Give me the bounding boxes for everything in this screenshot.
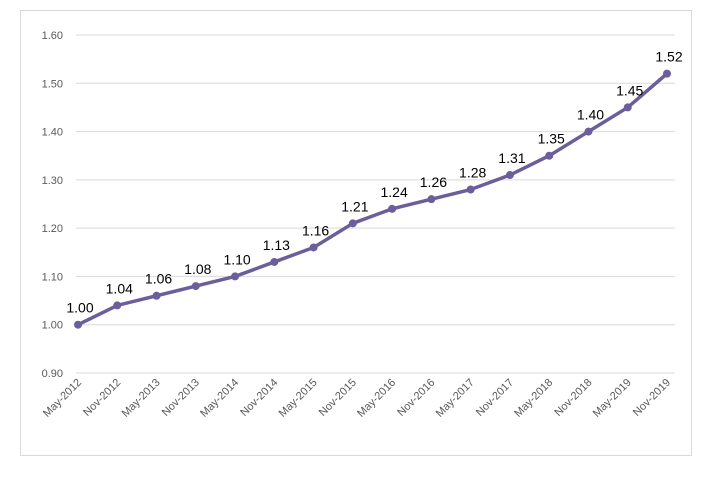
y-tick-label: 1.40 (42, 127, 63, 139)
data-label: 1.35 (538, 131, 565, 147)
data-label: 1.06 (145, 271, 172, 287)
x-tick-label: Nov-2014 (238, 377, 280, 419)
data-point (388, 204, 397, 213)
data-label: 1.31 (498, 150, 525, 166)
x-tick-label: Nov-2013 (160, 377, 202, 419)
data-point (505, 171, 514, 180)
y-tick-label: 1.60 (42, 30, 63, 42)
gridlines (76, 34, 675, 374)
x-tick-label: May-2015 (277, 377, 320, 420)
data-label: 1.28 (459, 165, 486, 181)
data-label: 1.24 (381, 184, 408, 200)
data-label: 1.10 (223, 251, 250, 267)
y-tick-label: 1.20 (42, 223, 63, 235)
y-tick-label: 1.30 (42, 175, 63, 187)
x-tick-label: May-2018 (512, 377, 555, 420)
x-tick-label: May-2012 (41, 377, 84, 420)
x-tick-label: Nov-2012 (81, 377, 123, 419)
data-label: 1.52 (655, 49, 682, 65)
data-point (584, 127, 593, 136)
y-tick-label: 1.10 (42, 271, 63, 283)
data-point (663, 69, 671, 78)
x-tick-label: May-2017 (434, 377, 477, 420)
data-point (466, 185, 475, 194)
data-point (427, 195, 436, 204)
x-tick-label: Nov-2015 (317, 377, 359, 419)
data-label: 1.45 (616, 82, 643, 98)
x-tick-label: Nov-2018 (552, 377, 594, 419)
data-labels: 1.00 1.04 1.06 1.08 1.10 1.13 1.16 1.21 1.24 1.26… (66, 49, 682, 316)
chart-frame: 0.90 1.00 1.10 1.20 1.30 1.40 1.50 1.60 May-201… (20, 10, 692, 456)
data-point (348, 219, 357, 228)
x-tick-label: Nov-2017 (474, 377, 516, 419)
series (74, 69, 671, 329)
series-line (76, 71, 669, 327)
x-tick-label: May-2016 (355, 377, 398, 420)
data-point (152, 291, 161, 300)
line-chart: 0.90 1.00 1.10 1.20 1.30 1.40 1.50 1.60 May-201… (41, 30, 683, 420)
y-tick-label: 0.90 (42, 368, 63, 380)
x-tick-label: May-2019 (591, 377, 634, 420)
x-tick-label: May-2014 (198, 377, 241, 420)
data-point (191, 282, 200, 291)
data-label: 1.40 (577, 107, 604, 123)
data-label: 1.26 (420, 174, 447, 190)
data-label: 1.13 (263, 237, 290, 253)
data-label: 1.16 (302, 222, 329, 238)
data-label: 1.04 (106, 280, 133, 296)
data-point (74, 320, 82, 329)
y-tick-label: 1.50 (42, 78, 63, 90)
data-point (113, 301, 122, 310)
data-label: 1.21 (341, 198, 368, 214)
y-tick-label: 1.00 (42, 320, 63, 332)
data-point (270, 257, 279, 266)
data-point (309, 243, 318, 252)
x-tick-label: May-2013 (120, 377, 163, 420)
data-point (231, 272, 240, 281)
data-label: 1.08 (184, 261, 211, 277)
y-axis-ticks: 0.90 1.00 1.10 1.20 1.30 1.40 1.50 1.60 (42, 30, 63, 380)
data-label: 1.00 (66, 300, 93, 316)
x-tick-label: Nov-2019 (631, 377, 673, 419)
data-point (545, 151, 554, 160)
x-tick-label: Nov-2016 (395, 377, 437, 419)
x-axis-ticks: May-2012Nov-2012May-2013Nov-2013May-2014… (41, 377, 673, 420)
data-point (623, 103, 632, 112)
